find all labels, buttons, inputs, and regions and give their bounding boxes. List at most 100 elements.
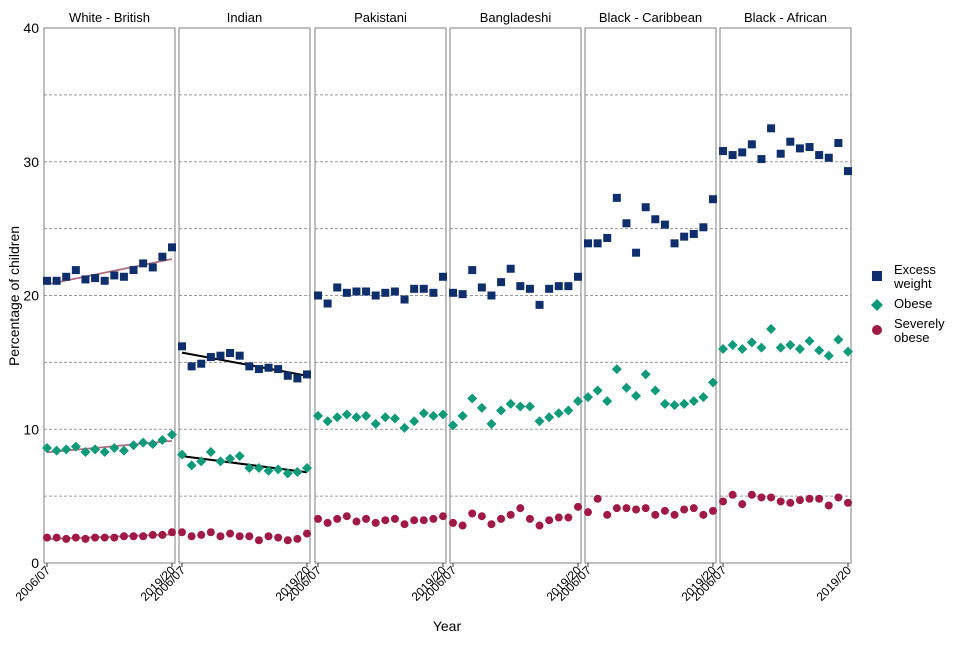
point-excess-weight: [390, 287, 399, 296]
point-excess-weight: [303, 370, 311, 379]
point-severely-obese: [381, 516, 390, 525]
point-obese: [90, 444, 101, 455]
point-severely-obese: [254, 536, 263, 545]
point-severely-obese: [795, 496, 804, 505]
point-excess-weight: [381, 288, 390, 297]
point-severely-obese: [168, 528, 176, 537]
point-severely-obese: [206, 528, 215, 537]
point-excess-weight: [574, 272, 582, 281]
point-obese: [756, 342, 767, 353]
point-obese: [592, 385, 603, 396]
point-severely-obese: [564, 513, 573, 522]
point-severely-obese: [719, 497, 727, 506]
point-severely-obese: [303, 529, 311, 538]
legend-label: weight: [893, 276, 932, 291]
point-obese: [332, 412, 343, 423]
point-severely-obese: [419, 516, 428, 525]
point-obese: [611, 364, 622, 375]
point-severely-obese: [158, 530, 167, 539]
point-obese: [418, 408, 429, 419]
point-excess-weight: [584, 239, 592, 248]
point-obese: [99, 446, 110, 457]
point-obese: [61, 444, 72, 455]
panel-border: [178, 27, 311, 564]
point-severely-obese: [593, 494, 602, 503]
legend-label: Severely: [894, 316, 945, 331]
point-severely-obese: [844, 498, 852, 507]
point-excess-weight: [795, 144, 804, 153]
point-obese: [51, 445, 62, 456]
point-obese: [361, 410, 372, 421]
point-severely-obese: [390, 514, 399, 523]
point-severely-obese: [468, 509, 477, 518]
point-obese: [669, 400, 680, 411]
point-severely-obese: [197, 530, 206, 539]
point-severely-obese: [805, 494, 814, 503]
point-severely-obese: [293, 534, 302, 543]
point-excess-weight: [129, 266, 138, 275]
point-obese: [553, 408, 564, 419]
panel-border: [719, 27, 852, 564]
point-obese: [804, 335, 815, 346]
point-excess-weight: [216, 351, 225, 360]
point-excess-weight: [314, 291, 322, 300]
point-excess-weight: [641, 203, 650, 212]
point-excess-weight: [323, 299, 332, 308]
point-obese: [698, 392, 709, 403]
point-excess-weight: [81, 275, 90, 284]
point-severely-obese: [584, 508, 592, 517]
point-severely-obese: [216, 532, 225, 541]
y-tick-label: 10: [23, 421, 39, 437]
point-excess-weight: [776, 149, 785, 158]
point-obese: [70, 441, 81, 452]
point-excess-weight: [178, 342, 186, 351]
point-severely-obese: [429, 514, 438, 523]
point-obese: [631, 390, 642, 401]
point-severely-obese: [362, 514, 371, 523]
x-axis-title: Year: [433, 618, 462, 634]
facet-title: White - British: [69, 10, 150, 25]
point-severely-obese: [641, 504, 650, 513]
point-excess-weight: [545, 284, 554, 293]
point-obese: [621, 382, 632, 393]
point-obese: [109, 442, 120, 453]
point-obese: [563, 405, 574, 416]
point-excess-weight: [264, 363, 273, 372]
point-obese: [128, 440, 139, 451]
point-obese: [534, 416, 545, 427]
point-excess-weight: [100, 276, 109, 285]
point-severely-obese: [62, 534, 71, 543]
point-excess-weight: [119, 272, 128, 281]
point-obese: [794, 344, 805, 354]
point-excess-weight: [660, 220, 669, 229]
point-severely-obese: [728, 490, 737, 499]
point-severely-obese: [767, 493, 776, 502]
point-excess-weight: [254, 365, 263, 374]
point-excess-weight: [419, 284, 428, 293]
point-severely-obese: [545, 516, 554, 525]
point-obese: [341, 409, 352, 420]
point-excess-weight: [477, 283, 486, 292]
point-severely-obese: [815, 494, 824, 503]
point-severely-obese: [506, 510, 515, 519]
point-excess-weight: [564, 282, 573, 291]
point-severely-obese: [622, 504, 631, 513]
point-severely-obese: [776, 497, 785, 506]
point-excess-weight: [612, 193, 621, 202]
point-excess-weight: [670, 239, 679, 248]
point-excess-weight: [206, 353, 215, 362]
point-severely-obese: [477, 512, 486, 521]
point-obese: [467, 393, 478, 404]
point-severely-obese: [449, 518, 457, 527]
point-excess-weight: [767, 124, 776, 133]
point-severely-obese: [235, 532, 244, 541]
point-obese: [843, 346, 853, 357]
point-excess-weight: [525, 284, 534, 293]
point-severely-obese: [574, 502, 582, 511]
point-excess-weight: [497, 278, 506, 287]
point-obese: [138, 437, 149, 448]
